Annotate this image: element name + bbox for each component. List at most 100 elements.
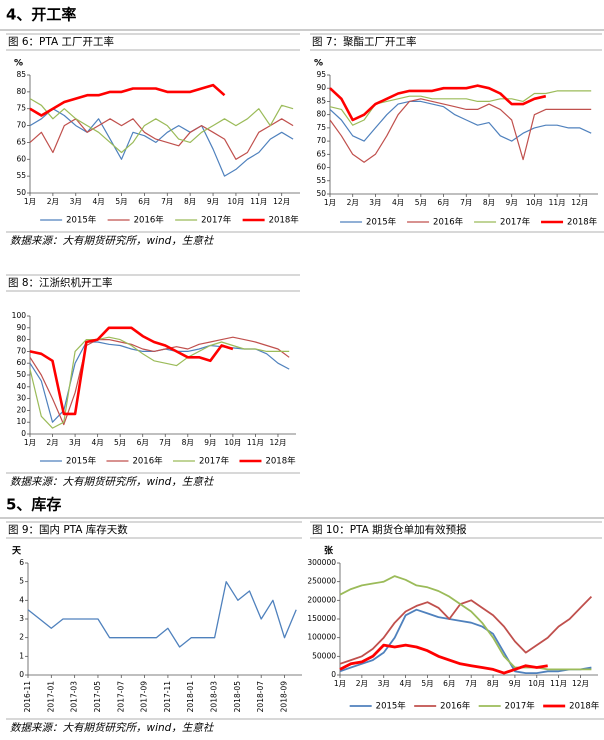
x-tick-label: 6月 — [437, 198, 449, 207]
y-tick-label: 40 — [16, 382, 26, 391]
section-heading: 5、库存 — [6, 496, 61, 514]
legend-label: 2015年 — [376, 701, 407, 712]
x-tick-label: 5月 — [415, 198, 427, 207]
y-tick-label: 20 — [16, 405, 26, 414]
x-tick-label: 2017-11 — [163, 681, 172, 713]
y-tick-label: 50 — [16, 370, 26, 379]
x-tick-label: 8月 — [184, 197, 196, 206]
x-tick-label: 10月 — [227, 197, 244, 206]
y-tick-label: 150000 — [307, 614, 336, 623]
x-tick-label: 3月 — [378, 679, 390, 688]
x-tick-label: 1月 — [324, 198, 336, 207]
y-tick-label: 0 — [19, 670, 24, 679]
series-line — [29, 336, 290, 426]
x-tick-label: 11月 — [550, 679, 567, 688]
y-tick-label: 65 — [316, 149, 326, 158]
source-note: 数据来源：大有期货研究所，wind，生意社 — [10, 722, 215, 734]
y-tick-label: 75 — [316, 123, 326, 132]
series-line — [29, 326, 234, 416]
x-tick-label: 10月 — [528, 679, 545, 688]
x-tick-label: 8月 — [182, 438, 194, 447]
x-tick-label: 2018-07 — [256, 681, 265, 713]
x-tick-label: 11月 — [549, 198, 566, 207]
x-tick-label: 4月 — [392, 198, 404, 207]
y-tick-label: 60 — [16, 154, 26, 163]
y-tick-label: 50 — [316, 189, 326, 198]
series-line — [329, 98, 592, 163]
x-tick-label: 7月 — [159, 438, 171, 447]
section-heading: 4、开工率 — [6, 6, 76, 24]
x-tick-label: 12月 — [269, 438, 286, 447]
x-tick-label: 8月 — [487, 679, 499, 688]
series-line — [29, 336, 290, 429]
series-line — [339, 595, 593, 665]
x-tick-label: 8月 — [483, 198, 495, 207]
x-tick-label: 5月 — [115, 197, 127, 206]
x-tick-label: 2016-11 — [23, 681, 32, 713]
chart-title: 图 9：国内 PTA 库存天数 — [8, 523, 128, 536]
x-tick-label: 1月 — [334, 679, 346, 688]
y-tick-label: 3 — [19, 614, 24, 623]
y-tick-label: 50000 — [312, 651, 336, 660]
legend-label: 2016年 — [433, 217, 464, 228]
x-tick-label: 7月 — [161, 197, 173, 206]
series-line — [329, 100, 592, 142]
x-tick-label: 3月 — [69, 438, 81, 447]
y-tick-label: 10 — [16, 417, 26, 426]
x-tick-label: 2017-07 — [116, 681, 125, 713]
y-tick-label: 70 — [16, 346, 26, 355]
series-line — [29, 118, 294, 160]
legend-label: 2015年 — [66, 215, 97, 226]
x-tick-label: 9月 — [509, 679, 521, 688]
source-note: 数据来源：大有期货研究所，wind，生意社 — [10, 235, 215, 247]
x-tick-label: 1月 — [24, 197, 36, 206]
y-tick-label: 100000 — [307, 633, 336, 642]
y-tick-label: 5 — [19, 577, 24, 586]
y-tick-label: 90 — [316, 83, 326, 92]
chart-title: 图 6：PTA 工厂开工率 — [8, 35, 114, 48]
x-tick-label: 2017-09 — [140, 681, 149, 713]
x-tick-label: 2017-03 — [70, 681, 79, 713]
y-tick-label: 80 — [16, 87, 26, 96]
x-tick-label: 5月 — [421, 679, 433, 688]
x-tick-label: 9月 — [207, 197, 219, 206]
legend-label: 2017年 — [505, 701, 536, 712]
series-line — [339, 643, 548, 675]
legend-label: 2018年 — [569, 701, 600, 712]
x-tick-label: 3月 — [369, 198, 381, 207]
x-tick-label: 6月 — [443, 679, 455, 688]
legend-label: 2017年 — [201, 215, 232, 226]
x-tick-label: 11月 — [250, 197, 267, 206]
legend-label: 2017年 — [500, 217, 531, 228]
legend-label: 2016年 — [440, 701, 471, 712]
x-tick-label: 12月 — [273, 197, 290, 206]
y-axis-label: 张 — [324, 545, 334, 557]
x-tick-label: 2月 — [47, 197, 59, 206]
y-axis-label: % — [14, 59, 23, 69]
x-tick-label: 2017-05 — [93, 681, 102, 713]
y-tick-label: 200000 — [307, 595, 336, 604]
x-tick-label: 3月 — [70, 197, 82, 206]
legend-label: 2016年 — [134, 215, 165, 226]
legend-label: 2015年 — [366, 217, 397, 228]
y-tick-label: 70 — [316, 136, 326, 145]
x-tick-label: 2月 — [356, 679, 368, 688]
y-tick-label: 0 — [21, 429, 26, 438]
y-tick-label: 50 — [16, 188, 26, 197]
x-tick-label: 9月 — [506, 198, 518, 207]
y-tick-label: 75 — [16, 104, 26, 113]
series-line — [27, 581, 297, 648]
x-tick-label: 2018-05 — [233, 681, 242, 713]
x-tick-label: 4月 — [399, 679, 411, 688]
x-tick-label: 7月 — [460, 198, 472, 207]
y-tick-label: 4 — [19, 595, 24, 604]
x-tick-label: 6月 — [137, 438, 149, 447]
y-tick-label: 70 — [16, 121, 26, 130]
series-line — [29, 98, 294, 154]
x-tick-label: 6月 — [138, 197, 150, 206]
series-line — [29, 83, 226, 117]
y-tick-label: 60 — [16, 358, 26, 367]
x-tick-label: 4月 — [93, 197, 105, 206]
x-tick-label: 5月 — [114, 438, 126, 447]
legend-label: 2018年 — [567, 217, 598, 228]
